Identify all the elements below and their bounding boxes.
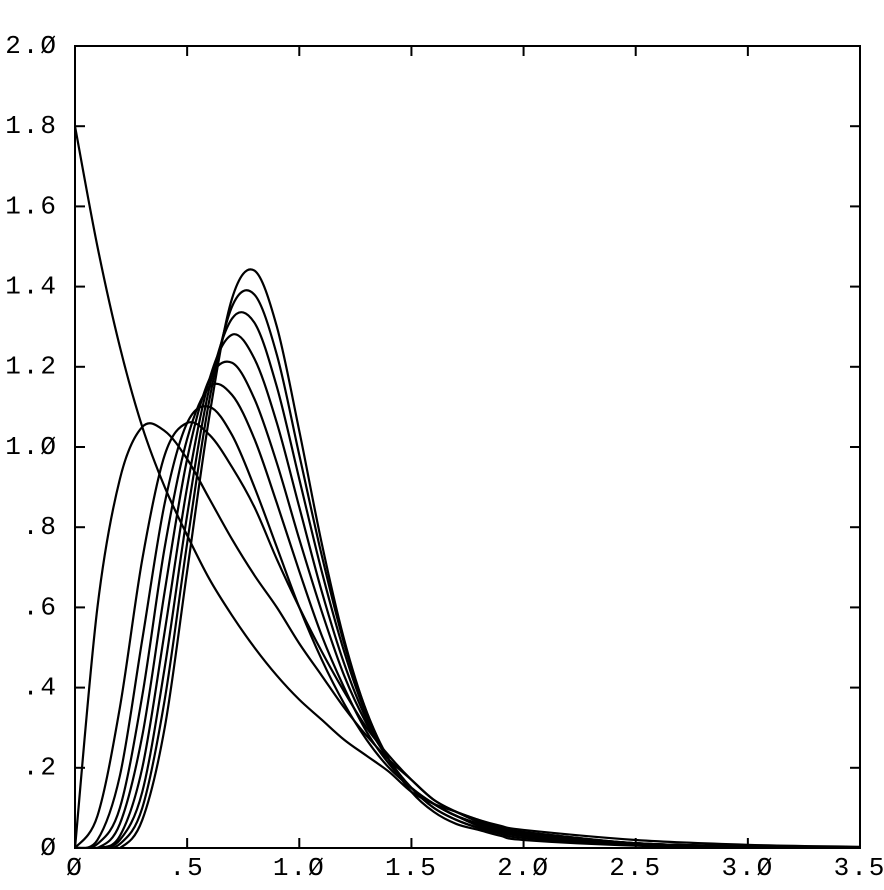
- curves: [75, 125, 860, 848]
- curve: [75, 268, 860, 848]
- curve: [75, 421, 860, 848]
- curve: [75, 360, 860, 848]
- y-tick-label: 1.8: [5, 111, 58, 141]
- y-tick-label: .4: [23, 672, 58, 702]
- y-tick-label: .2: [23, 753, 58, 783]
- curve: [75, 311, 860, 848]
- y-tick-label: .6: [23, 592, 58, 622]
- curve: [75, 289, 860, 848]
- y-tick-label: 2.Ø: [5, 31, 58, 61]
- x-tick-label: 3.5: [834, 853, 884, 883]
- y-tick-label: 1.2: [5, 352, 58, 382]
- y-tick-label: .8: [23, 512, 58, 542]
- x-tick-label: 1.5: [385, 853, 438, 883]
- x-tick-label: 2.5: [609, 853, 662, 883]
- x-tick-label: 3.Ø: [721, 853, 774, 883]
- curve: [75, 405, 860, 848]
- x-tick-label: Ø: [66, 853, 84, 883]
- curve: [75, 333, 860, 848]
- curve: [75, 125, 860, 848]
- x-tick-label: 1.Ø: [273, 853, 326, 883]
- x-tick-label: .5: [170, 853, 205, 883]
- y-tick-label: 1.Ø: [5, 432, 58, 462]
- y-tick-label: 1.6: [5, 191, 58, 221]
- plot-frame: [74, 45, 861, 849]
- x-tick-label: 2.Ø: [497, 853, 550, 883]
- y-tick-label: Ø: [40, 833, 58, 863]
- y-tick-label: 1.4: [5, 271, 58, 301]
